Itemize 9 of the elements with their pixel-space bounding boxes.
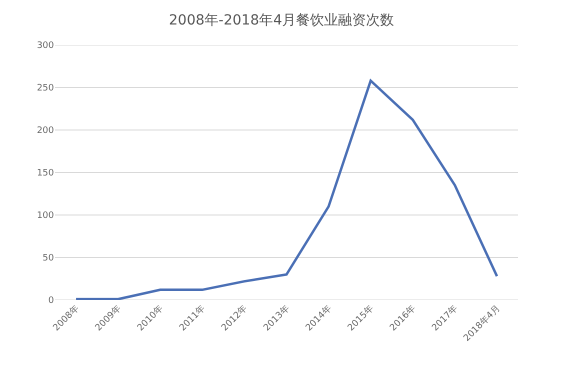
- y-tick-label: 250: [36, 84, 54, 94]
- chart-title: 2008年-2018年4月餐饮业融资次数: [168, 12, 394, 29]
- y-tick-label: 100: [36, 211, 54, 222]
- line-series: [74, 79, 498, 300]
- y-tick-label: 0: [48, 296, 54, 306]
- y-tick-label: 200: [36, 126, 54, 136]
- y-tick-label: 300: [36, 41, 54, 52]
- y-tick-label: 150: [36, 168, 54, 179]
- y-tick-label: 50: [42, 254, 54, 264]
